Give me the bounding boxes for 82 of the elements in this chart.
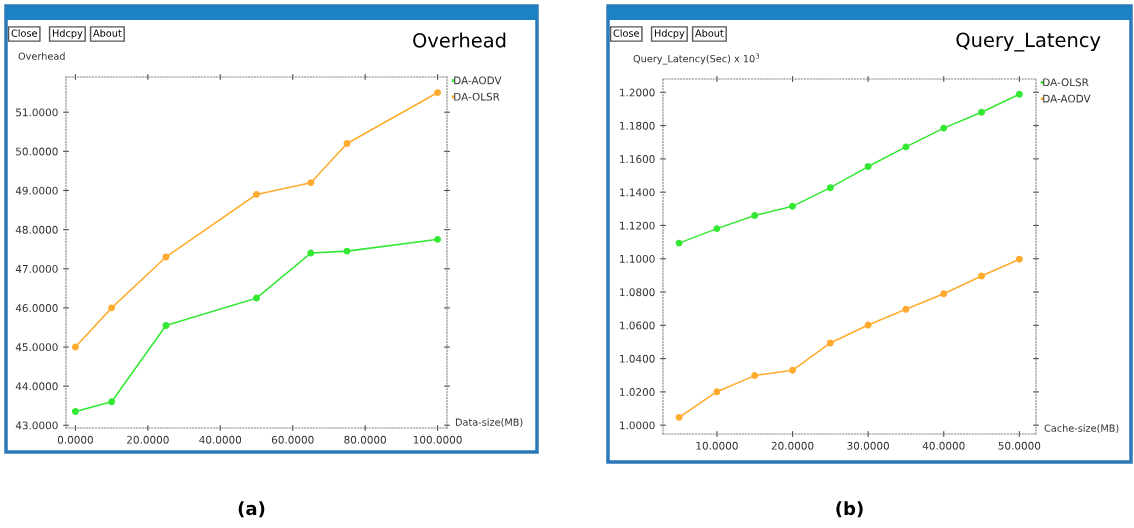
text: Hdcpy — [654, 29, 685, 39]
y-tick-label: 49.0000 — [15, 186, 58, 195]
x-tick-label: 0.0000 — [57, 435, 93, 444]
x-tick-label: 80.0000 — [344, 435, 386, 444]
text: Close — [11, 29, 37, 37]
text: About — [93, 29, 122, 37]
text: (a) — [238, 501, 265, 518]
x-tick-label: 20.0000 — [771, 441, 814, 450]
chart-title: Query_Latency — [956, 32, 1101, 52]
point — [253, 294, 260, 302]
y-tick-label: 44.0000 — [15, 382, 58, 391]
x-tick-label: 40.0000 — [922, 441, 965, 450]
point — [902, 305, 910, 313]
text: Close — [613, 29, 639, 37]
point — [71, 408, 79, 416]
point — [307, 179, 315, 187]
y-tick-label: 46.0000 — [15, 304, 58, 312]
x-tick-label: 10.0000 — [696, 441, 738, 450]
point — [343, 140, 351, 147]
text: About — [695, 29, 724, 37]
y-tick-label: 1.1800 — [620, 121, 655, 130]
point — [434, 235, 442, 243]
point — [71, 343, 79, 351]
x-axis-title: Data-size(MB) — [455, 418, 523, 427]
y-axis-title: Query_Latency(Sec) x 10$^{3}$ — [633, 53, 760, 65]
y-tick-label: 1.1600 — [620, 155, 655, 163]
point — [826, 339, 834, 347]
y-tick-label: 1.2000 — [620, 88, 655, 97]
text: Hdcpy — [52, 29, 83, 39]
y-tick-label: 1.1000 — [620, 254, 655, 263]
y-tick-label: 43.0000 — [15, 421, 58, 430]
point — [343, 247, 351, 255]
point — [751, 372, 759, 380]
y-tick-label: 1.0600 — [620, 321, 655, 330]
point — [789, 202, 796, 210]
y-tick-label: 1.1400 — [620, 188, 655, 197]
legend-label: DA-AODV — [1043, 94, 1091, 103]
point — [713, 225, 721, 233]
y-tick-label: 1.1200 — [620, 221, 655, 230]
y-tick-label: 51.0000 — [16, 108, 58, 117]
point — [864, 321, 872, 329]
legend-label: DA-OLSR — [1043, 78, 1089, 87]
y-tick-label: 50.0000 — [16, 147, 58, 156]
point — [675, 413, 683, 421]
point — [864, 163, 872, 171]
point — [940, 124, 948, 132]
x-axis-title: Cache-size(MB) — [1044, 424, 1119, 433]
point — [826, 184, 834, 192]
point — [1015, 90, 1023, 98]
y-tick-label: 1.0800 — [620, 288, 655, 297]
point — [1015, 255, 1023, 263]
text: (b) — [836, 501, 863, 518]
x-tick-label: 40.0000 — [199, 435, 242, 444]
y-tick-label: 47.0000 — [15, 264, 58, 273]
x-tick-label: 100.0000 — [413, 435, 462, 444]
y-tick-label: 1.0000 — [620, 421, 655, 430]
point — [675, 239, 683, 247]
x-tick-label: 50.0000 — [998, 441, 1041, 450]
point — [108, 304, 116, 312]
y-axis-title: Overhead — [18, 52, 65, 60]
x-tick-label: 30.0000 — [847, 441, 889, 450]
point — [253, 190, 260, 198]
point — [789, 366, 796, 374]
point — [713, 388, 721, 396]
y-tick-label: 48.0000 — [15, 225, 58, 234]
legend-label: DA-OLSR — [454, 92, 500, 101]
point — [902, 143, 910, 151]
point — [162, 322, 170, 329]
point — [940, 290, 948, 298]
point — [108, 398, 116, 406]
point — [978, 272, 986, 280]
y-tick-label: 45.0000 — [15, 343, 58, 352]
x-tick-label: 60.0000 — [271, 435, 314, 444]
legend-label: DA-AODV — [454, 76, 502, 85]
x-tick-label: 20.0000 — [127, 435, 169, 444]
point — [434, 89, 442, 97]
point — [751, 212, 759, 219]
y-tick-label: 1.0200 — [620, 388, 655, 396]
chart-title: Overhead — [413, 32, 506, 48]
y-tick-label: 1.0400 — [620, 354, 655, 363]
point — [307, 249, 315, 257]
point — [978, 108, 986, 116]
